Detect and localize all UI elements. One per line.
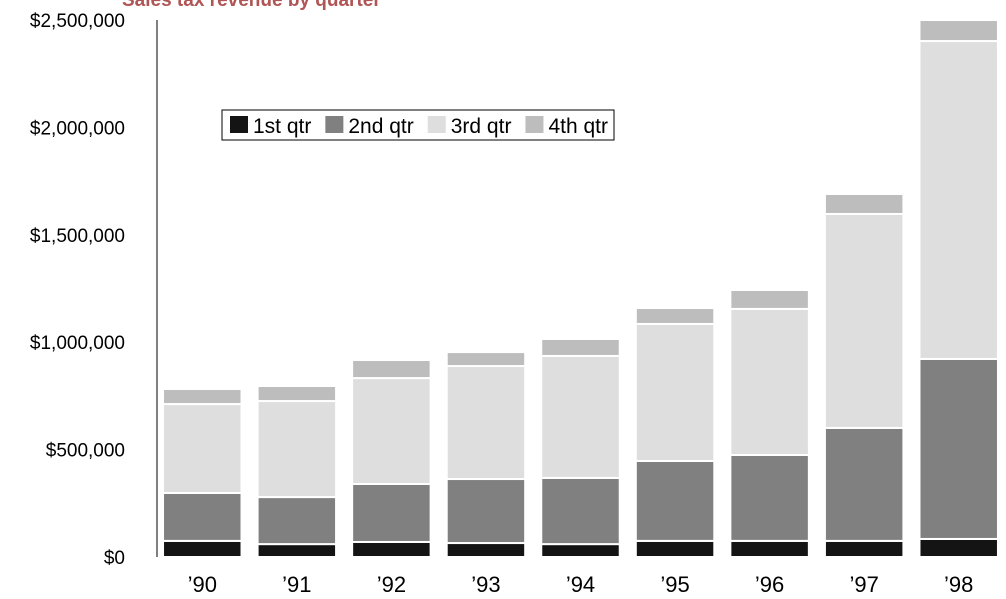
- bar-segment: [256, 400, 338, 499]
- y-tick-label: $2,500,000: [30, 11, 125, 32]
- x-tick-label: ’90: [188, 572, 217, 597]
- x-tick-label: ’96: [755, 572, 784, 597]
- bar-segment: [540, 354, 621, 479]
- bar-segment: [918, 40, 999, 360]
- bar-segment: [918, 357, 999, 540]
- bar-segment: [634, 539, 716, 559]
- bar-segment: [351, 377, 432, 485]
- y-tick-label: $0: [104, 548, 125, 569]
- bar-segment: [729, 539, 810, 559]
- legend-swatch: [230, 116, 248, 133]
- bar-segment: [823, 212, 905, 429]
- bar-segment: [540, 476, 621, 546]
- bar-segment: [351, 540, 432, 558]
- legend-swatch: [325, 116, 344, 133]
- x-tick-label: ’91: [282, 572, 311, 597]
- x-tick-label: ’97: [849, 572, 878, 597]
- bar-segment: [823, 192, 905, 215]
- bar-segment: [918, 537, 999, 558]
- x-tick-label: ’93: [471, 572, 500, 597]
- bar-segment: [162, 403, 243, 494]
- y-tick-label: $1,000,000: [30, 333, 125, 354]
- bar-segment: [729, 307, 810, 456]
- y-tick-label: $1,500,000: [30, 226, 125, 247]
- bar-segment: [256, 385, 338, 403]
- bar-segment: [634, 322, 716, 462]
- bar-segment: [823, 539, 905, 559]
- bar-segment: [634, 459, 716, 542]
- bar-segment: [445, 542, 527, 559]
- chart-title: Sales tax revenue by quarter: [122, 0, 381, 11]
- bar-segment: [823, 426, 905, 542]
- legend-label: 1st qtr: [253, 115, 311, 138]
- x-tick-label: ’95: [660, 572, 689, 597]
- bar-segment: [918, 19, 999, 43]
- bar-segment: [634, 307, 716, 325]
- legend: 1st qtr 2nd qtr 3rd qtr 4th qtr: [221, 109, 615, 141]
- bar-segment: [351, 359, 432, 380]
- bar-segment: [256, 496, 338, 546]
- legend-swatch: [427, 116, 446, 133]
- bar-segment: [351, 482, 432, 543]
- y-tick-label: $500,000: [46, 441, 125, 462]
- y-tick-label: $2,000,000: [30, 118, 125, 139]
- x-tick-label: ’92: [377, 572, 406, 597]
- bar-segment: [256, 543, 338, 558]
- legend-label: 2nd qtr: [348, 115, 413, 138]
- bar-segment: [162, 539, 243, 559]
- legend-label: 4th qtr: [548, 115, 608, 138]
- bar-segment: [729, 289, 810, 310]
- bar-segment: [540, 337, 621, 357]
- legend-swatch: [525, 116, 544, 133]
- bar-segment: [162, 491, 243, 542]
- legend-box: [221, 109, 615, 141]
- bar-segment: [445, 478, 527, 545]
- x-tick-label: ’94: [566, 572, 595, 597]
- bar-segment: [445, 351, 527, 368]
- legend-label: 3rd qtr: [451, 115, 512, 138]
- bar-segment: [540, 543, 621, 558]
- bar-segment: [162, 388, 243, 406]
- bar-segment: [729, 453, 810, 542]
- bar-segment: [445, 365, 527, 481]
- x-tick-label: ’98: [944, 572, 973, 597]
